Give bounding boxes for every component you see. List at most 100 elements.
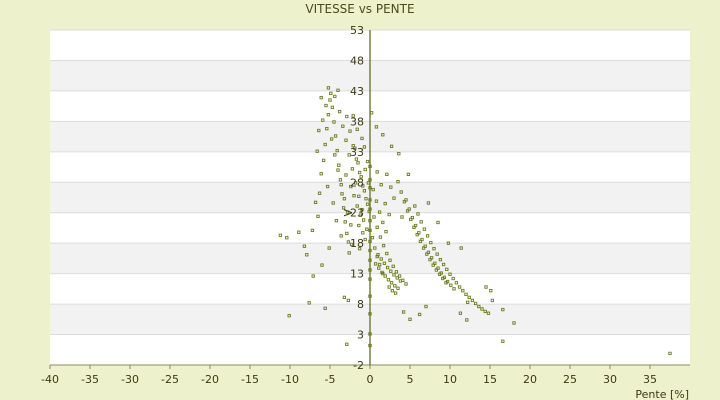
data-point <box>423 244 427 248</box>
data-point <box>333 94 337 99</box>
x-tick-label: -25 <box>161 373 179 386</box>
y-tick-label: 33 <box>350 146 364 159</box>
y-tick-label: 23 <box>350 207 364 220</box>
data-point <box>359 175 363 179</box>
data-point <box>339 234 343 238</box>
data-point <box>316 214 320 219</box>
data-point <box>419 220 423 224</box>
data-point <box>331 201 335 205</box>
data-point <box>364 197 368 201</box>
data-point <box>490 298 495 303</box>
data-point <box>324 103 328 108</box>
data-point <box>377 210 382 214</box>
data-point <box>337 163 341 167</box>
data-point <box>354 157 359 161</box>
data-point <box>344 138 348 142</box>
data-point <box>349 223 353 227</box>
data-point <box>486 311 491 315</box>
data-point <box>426 201 431 205</box>
data-point <box>362 189 367 193</box>
data-point <box>368 178 372 182</box>
x-tick-label: 30 <box>603 373 617 386</box>
data-point <box>342 295 347 300</box>
data-point <box>368 228 372 233</box>
data-point <box>365 159 370 164</box>
data-point <box>429 240 433 245</box>
data-point <box>373 262 378 266</box>
data-point <box>406 172 411 177</box>
data-point <box>321 158 326 162</box>
data-point <box>372 215 376 219</box>
data-point <box>470 298 475 303</box>
data-point <box>391 264 395 268</box>
data-point <box>383 201 387 206</box>
data-point <box>315 149 319 153</box>
data-point <box>344 173 348 177</box>
data-point <box>436 220 440 225</box>
x-tick-label: -30 <box>121 373 139 386</box>
data-point <box>328 98 332 102</box>
data-point <box>374 125 379 129</box>
data-point <box>302 244 307 248</box>
y-tick-label: 28 <box>350 176 364 189</box>
data-point <box>343 220 347 224</box>
data-point <box>368 186 372 190</box>
data-point <box>445 279 450 284</box>
data-point <box>368 218 372 223</box>
data-point <box>399 190 403 194</box>
data-point <box>336 88 340 92</box>
data-point <box>358 213 363 217</box>
data-point <box>351 114 355 118</box>
data-point <box>346 240 351 244</box>
data-point <box>441 262 446 267</box>
data-point <box>433 261 437 265</box>
data-point <box>345 210 350 214</box>
data-point <box>355 204 359 208</box>
data-point <box>342 197 347 201</box>
data-point <box>313 200 318 205</box>
data-point <box>396 286 400 290</box>
data-point <box>512 321 516 325</box>
data-point <box>334 218 339 223</box>
data-point <box>333 134 338 138</box>
data-point <box>389 144 394 148</box>
data-point <box>397 274 402 278</box>
y-tick-label: 13 <box>350 268 364 281</box>
data-point <box>401 310 406 314</box>
data-point <box>330 105 335 110</box>
data-point <box>345 342 349 346</box>
data-point <box>360 136 364 141</box>
data-point <box>317 191 322 195</box>
data-point <box>321 118 325 122</box>
data-point <box>363 167 367 172</box>
data-point <box>483 309 487 314</box>
data-point <box>357 170 362 175</box>
data-point <box>361 231 365 235</box>
scatter-points <box>278 86 672 356</box>
x-tick-label: 35 <box>643 373 657 386</box>
data-point <box>368 239 372 244</box>
data-point <box>326 113 331 117</box>
data-point <box>335 148 339 153</box>
data-point <box>473 301 478 306</box>
data-point <box>383 274 387 278</box>
data-point <box>467 295 471 300</box>
x-tick-label: 0 <box>367 373 374 386</box>
data-point <box>368 268 372 272</box>
data-point <box>323 142 327 147</box>
data-point <box>387 212 391 217</box>
data-point <box>381 243 386 248</box>
data-point <box>378 235 383 239</box>
data-point <box>341 124 345 128</box>
data-point <box>394 270 399 274</box>
data-point <box>341 206 346 210</box>
data-point <box>353 181 358 185</box>
data-point <box>368 277 372 281</box>
y-tick-label: 18 <box>350 237 364 250</box>
x-tick-label: 5 <box>407 373 414 386</box>
data-point <box>389 281 394 285</box>
data-point <box>464 292 468 296</box>
data-point <box>385 172 389 177</box>
chart-title: VITESSE vs PENTE <box>305 2 415 16</box>
data-point <box>349 184 353 189</box>
